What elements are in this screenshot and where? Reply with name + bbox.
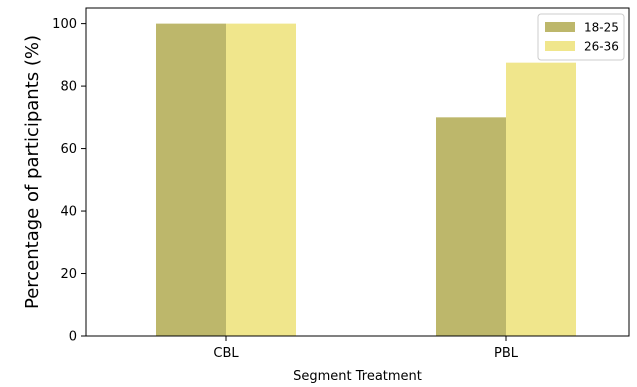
bar-18-25-CBL <box>156 23 226 336</box>
bars-layer <box>156 23 576 337</box>
x-axis-title: Segment Treatment <box>293 369 422 384</box>
y-tick-label: 0 <box>69 330 77 345</box>
legend-label-26-36: 26-36 <box>584 40 619 54</box>
bar-26-36-PBL <box>506 62 576 337</box>
legend: 18-25 26-36 <box>537 13 625 61</box>
y-tick-label: 20 <box>60 267 77 282</box>
y-tick-label: 40 <box>60 205 77 220</box>
y-tick-label: 100 <box>52 17 77 32</box>
plot-frame <box>85 7 630 337</box>
y-tick-label: 80 <box>60 80 77 95</box>
y-axis-title: Percentage of participants (%) <box>22 35 43 309</box>
bar-18-25-PBL <box>436 117 506 336</box>
bar-26-36-CBL <box>226 23 296 336</box>
axes-layer: 0 20 40 60 80 100 CBL PBL <box>52 7 630 361</box>
y-tick-label: 60 <box>60 142 77 157</box>
x-tick-label: CBL <box>213 346 239 361</box>
legend-swatch-18-25 <box>545 22 575 32</box>
legend-label-18-25: 18-25 <box>584 21 619 35</box>
x-tick-label: PBL <box>494 346 519 361</box>
legend-swatch-26-36 <box>545 41 575 51</box>
